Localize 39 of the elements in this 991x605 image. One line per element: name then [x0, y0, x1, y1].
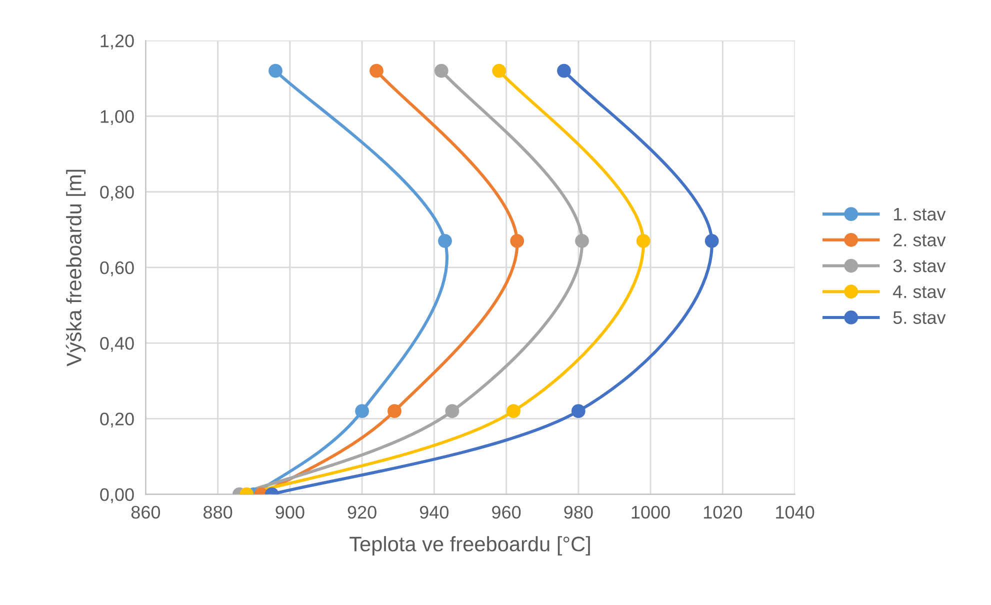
point [506, 404, 520, 418]
y-tick-label: 0,20 [100, 412, 134, 428]
x-axis-title: Teplota ve freeboardu [°C] [350, 536, 590, 556]
y-axis-title: Výška freeboardu [m] [66, 170, 86, 366]
point [571, 404, 586, 418]
y-tick-label: 0,00 [100, 488, 134, 504]
legend-label: 2. stav [894, 234, 946, 246]
x-tick-label: 920 [348, 506, 376, 519]
y-tick-label: 1,00 [100, 110, 134, 126]
x-tick-label: 960 [492, 506, 521, 519]
y-tick-label: 1,20 [100, 34, 134, 50]
point [492, 64, 506, 78]
y-tick-label: 0,80 [100, 186, 134, 201]
point [434, 64, 448, 78]
x-tick-label: 940 [420, 506, 449, 519]
point [388, 404, 402, 418]
y-tick-label: 0,40 [100, 336, 134, 352]
x-tick-label: 980 [564, 506, 593, 519]
x-tick-label: 860 [131, 506, 160, 519]
legend-label: 1. stav [894, 208, 946, 221]
x-tick-label: 1040 [776, 506, 814, 519]
legend-label: 4. stav [893, 286, 946, 298]
point [704, 234, 719, 248]
x-tick-label: 1000 [632, 506, 670, 519]
point [445, 404, 460, 418]
legend-label: 3. stav [893, 259, 946, 272]
point [636, 234, 650, 248]
point [268, 64, 282, 78]
point [370, 64, 384, 78]
y-tick-label: 0,60 [100, 261, 134, 276]
x-tick-label: 880 [204, 506, 232, 519]
legend-label: 5. stav [893, 311, 946, 324]
point [510, 234, 524, 248]
point [438, 234, 452, 248]
x-tick-label: 1020 [704, 506, 742, 519]
x-tick-label: 900 [276, 506, 304, 519]
point [355, 404, 369, 418]
point [557, 64, 571, 78]
point [575, 234, 589, 248]
